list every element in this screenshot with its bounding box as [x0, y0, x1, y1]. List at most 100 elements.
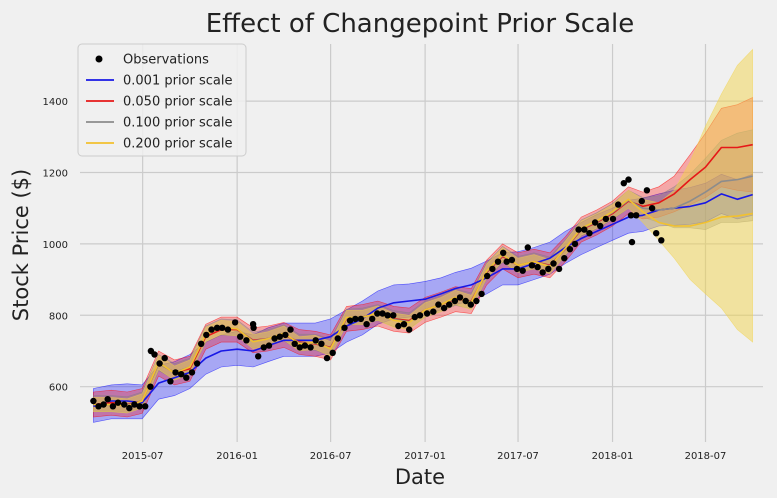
observation-points — [90, 176, 665, 412]
x-axis-label: Date — [395, 465, 445, 489]
legend-box — [77, 43, 247, 157]
line-series-2 — [93, 143, 753, 406]
observation-point — [581, 226, 588, 233]
observation-point — [203, 331, 210, 339]
observation-point — [566, 246, 574, 253]
observation-point — [534, 263, 541, 271]
observation-point — [346, 317, 354, 324]
observation-point — [318, 340, 325, 347]
observation-point — [484, 272, 491, 280]
observation-point — [237, 333, 244, 340]
observation-point — [271, 335, 278, 342]
observation-point — [224, 326, 232, 333]
observation-point — [416, 312, 424, 319]
line-series-1 — [93, 193, 753, 408]
observation-point — [104, 396, 111, 403]
observation-point — [446, 301, 453, 308]
observation-point — [467, 301, 474, 308]
observation-point — [478, 290, 485, 298]
chart-title: Effect of Changepoint Prior Scale — [206, 9, 634, 39]
observation-point — [265, 342, 273, 349]
legend-label-series-4: 0.200 prior scale — [123, 137, 232, 152]
observation-point — [513, 265, 521, 273]
observation-point — [524, 244, 531, 251]
observation-point — [178, 371, 185, 378]
y-tick-label: 1000 — [43, 240, 68, 251]
observation-point — [503, 258, 510, 265]
observation-point — [555, 265, 563, 273]
x-tick-label: 2018-01 — [592, 451, 634, 462]
observation-point — [282, 331, 289, 339]
observation-point — [456, 294, 464, 301]
observation-point — [648, 205, 656, 212]
legend-label-series-2: 0.050 prior scale — [123, 95, 232, 110]
observation-point — [142, 403, 149, 410]
observation-point — [296, 344, 303, 351]
observation-point — [643, 187, 651, 194]
observation-point — [435, 301, 442, 308]
observation-point — [255, 353, 262, 360]
observation-point — [602, 215, 610, 223]
y-tick-label: 1400 — [43, 97, 68, 108]
observation-point — [374, 310, 381, 317]
observation-point — [357, 315, 365, 323]
observation-point — [561, 255, 568, 262]
x-tick-label: 2018-07 — [685, 451, 727, 462]
observation-point — [390, 312, 397, 319]
observation-point — [597, 222, 604, 230]
legend-marker-observations — [95, 55, 103, 63]
x-tick-label: 2017-07 — [497, 451, 539, 462]
observation-point — [369, 315, 376, 323]
observation-point — [500, 249, 507, 256]
y-axis-label: Stock Price ($) — [9, 169, 33, 321]
x-tick-label: 2015-07 — [122, 451, 164, 462]
observation-point — [231, 319, 239, 326]
observation-point — [126, 404, 133, 412]
observation-point — [90, 397, 97, 405]
observation-point — [121, 401, 128, 408]
y-tick-label: 800 — [49, 311, 68, 322]
observation-point — [423, 310, 431, 317]
observation-point — [260, 344, 267, 351]
observation-point — [638, 197, 645, 205]
observation-point — [575, 226, 582, 233]
observation-point — [440, 304, 448, 312]
x-tick-label: 2017-01 — [404, 451, 446, 462]
observation-point — [473, 297, 480, 305]
observation-point — [406, 326, 413, 333]
band-series-4 — [93, 48, 754, 414]
observation-point — [653, 230, 660, 237]
observation-point — [400, 321, 408, 328]
observation-point — [95, 403, 102, 410]
observation-point — [183, 374, 190, 381]
observation-point — [172, 369, 179, 376]
observation-point — [198, 340, 205, 347]
legend-label-series-1: 0.001 prior scale — [123, 74, 232, 89]
observation-point — [219, 324, 226, 331]
observation-point — [363, 321, 370, 328]
observation-point — [131, 401, 138, 408]
observation-point — [329, 349, 336, 356]
observation-point — [291, 340, 298, 347]
x-tick-label: 2016-07 — [310, 451, 352, 462]
observation-point — [276, 333, 283, 340]
observation-point — [352, 315, 359, 323]
observation-point — [494, 258, 502, 265]
legend-label-series-3: 0.100 prior scale — [123, 116, 232, 131]
observation-point — [451, 297, 459, 305]
observation-point — [615, 201, 622, 208]
observation-point — [519, 267, 526, 274]
observation-point — [462, 297, 469, 305]
observation-point — [591, 219, 599, 226]
x-tick-labels: 2015-07 2016-01 2016-07 2017-01 2017-07 2018-… — [122, 451, 727, 462]
observation-point — [539, 269, 546, 276]
observation-point — [307, 344, 314, 351]
observation-point — [161, 354, 168, 362]
observation-point — [114, 399, 122, 406]
observation-point — [208, 326, 215, 333]
observation-point — [627, 212, 635, 219]
legend: Observations 0.001 prior scale 0.050 prior… — [77, 43, 247, 157]
observation-point — [301, 342, 309, 349]
observation-point — [384, 312, 391, 319]
observation-point — [620, 180, 627, 187]
